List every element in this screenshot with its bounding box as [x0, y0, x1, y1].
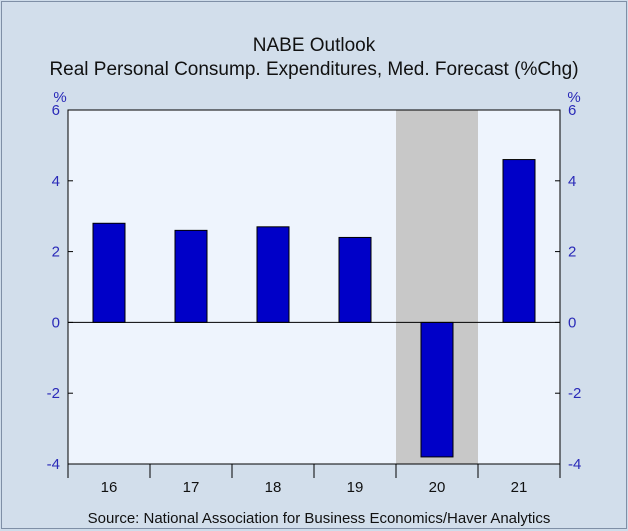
bar-20	[420, 321, 454, 458]
y-tick-label-left: 6	[52, 102, 60, 119]
y-tick-label-left: 0	[52, 314, 60, 331]
bar-19	[338, 236, 372, 323]
x-tick-label: 17	[183, 479, 200, 496]
y-unit-left: %	[53, 89, 66, 106]
y-tick-label-left: -4	[47, 456, 60, 473]
bar-18	[256, 226, 290, 323]
y-tick-label-right: 0	[568, 314, 576, 331]
y-tick-label-left: 2	[52, 244, 60, 261]
x-tick-label: 21	[511, 479, 528, 496]
bar-17	[174, 229, 208, 323]
plot-area	[68, 110, 560, 464]
y-unit-right: %	[567, 89, 580, 106]
x-tick-label: 16	[101, 479, 118, 496]
chart-subtitle: Real Personal Consump. Expenditures, Med…	[49, 59, 579, 80]
y-tick-label-right: 6	[568, 102, 576, 119]
y-tick-label-right: -2	[568, 385, 581, 402]
x-tick-label: 18	[265, 479, 282, 496]
x-tick-label: 20	[429, 479, 446, 496]
y-tick-label-left: 4	[52, 173, 60, 190]
y-tick-label-right: -4	[568, 456, 581, 473]
y-tick-label-right: 4	[568, 173, 576, 190]
y-tick-label-right: 2	[568, 244, 576, 261]
bar-21	[502, 159, 536, 323]
chart-title: NABE Outlook	[252, 35, 376, 56]
source-note: Source: National Association for Busines…	[87, 510, 551, 527]
bar-16	[92, 222, 126, 323]
x-tick-label: 19	[347, 479, 364, 496]
y-tick-label-left: -2	[47, 385, 60, 402]
